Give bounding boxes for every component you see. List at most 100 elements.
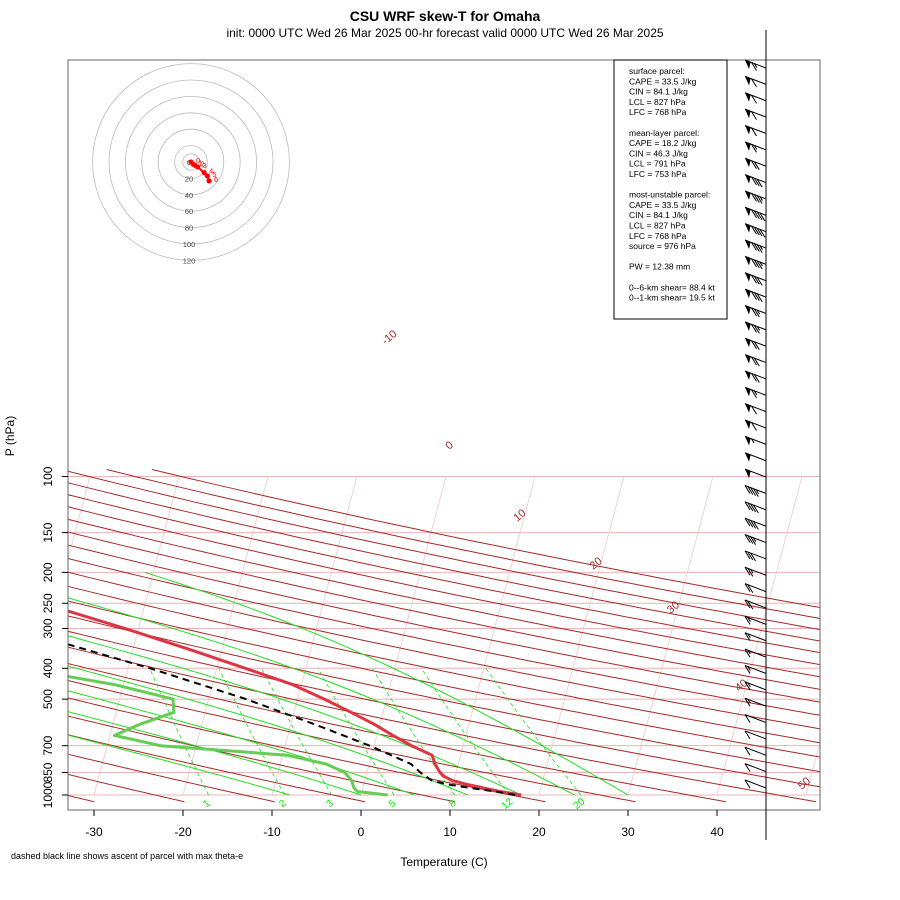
wind-barb-flag	[745, 321, 751, 331]
wind-barb-half-feather	[753, 390, 758, 396]
mixing-ratio-label: 8	[447, 798, 459, 810]
hodograph-point-label: 3	[203, 161, 207, 170]
wind-barb-shaft	[744, 141, 767, 151]
hodograph-ring-label: 120	[183, 256, 196, 265]
mixing-ratio-line	[421, 668, 510, 796]
wind-barb-flag	[745, 452, 751, 462]
temperature-tick-label: 0	[358, 825, 365, 839]
wind-barb-feather	[751, 176, 757, 186]
hodograph-point	[201, 170, 207, 176]
mixing-ratio-label: 1	[201, 798, 213, 810]
hodograph-ring-label: 40	[185, 191, 193, 200]
dry-adiabat	[68, 697, 546, 803]
wind-barb-feather	[744, 681, 751, 691]
hodograph-ring	[182, 153, 200, 171]
pressure-tick-label: 250	[41, 593, 55, 613]
parcel-info-line: LCL = 791 hPa	[629, 159, 686, 169]
hodograph-ring	[174, 145, 208, 179]
isotherm-line	[627, 476, 714, 796]
y-axis-label: P (hPa)	[3, 416, 17, 456]
wind-barb-feather	[751, 78, 757, 88]
wind-barb-flag	[745, 92, 751, 102]
pressure-tick-label: 150	[41, 522, 55, 542]
parcel-info-line: source = 976 hPa	[629, 241, 696, 251]
wind-barb-feather	[751, 144, 757, 153]
hodograph-point-label: 0	[196, 156, 200, 165]
wind-barb	[744, 108, 767, 120]
temperature-tick-label: -20	[174, 825, 192, 839]
chart-subtitle: init: 0000 UTC Wed 26 Mar 2025 00-hr for…	[226, 26, 663, 40]
temperature-tick-label: 10	[443, 825, 457, 839]
wind-barbs	[744, 59, 767, 789]
temperature-tick-label: 20	[532, 825, 546, 839]
hodograph: 0204060801001200123456	[92, 62, 290, 265]
hodograph-point-label: 6	[214, 175, 218, 184]
wind-barb	[744, 697, 767, 707]
wind-barb	[744, 337, 767, 351]
wind-barb-half-feather	[747, 633, 751, 639]
wind-barb-feather	[756, 211, 763, 221]
wind-barb	[744, 517, 767, 530]
parcel-info-line: CAPE = 33.5 J/kg	[629, 200, 697, 210]
wind-barb-feather	[756, 178, 763, 188]
wind-barb-feather	[750, 487, 757, 496]
wind-barb	[744, 206, 767, 222]
wind-barb	[744, 174, 767, 188]
mixing-ratio-label: 2	[277, 798, 289, 810]
wind-barb	[744, 272, 767, 286]
wind-barb-feather	[753, 276, 760, 285]
isotherm-label: -10	[380, 328, 400, 347]
grid-layer	[68, 469, 900, 803]
moist-adiabat	[68, 734, 290, 796]
wind-barb	[744, 534, 767, 545]
moist-adiabat	[68, 597, 575, 796]
wind-barb-feather	[756, 227, 763, 237]
wind-barb	[744, 370, 767, 383]
wind-barb-feather	[751, 274, 757, 284]
wind-barb-feather	[751, 307, 757, 317]
wind-barb-half-feather	[750, 569, 754, 574]
wind-barb	[744, 746, 767, 756]
wind-barb-feather	[744, 567, 751, 576]
wind-barb-feather	[744, 779, 751, 789]
hodograph-ring	[92, 63, 290, 261]
mixing-ratio-label: 12	[500, 796, 516, 812]
wind-barb	[744, 141, 767, 153]
isotherm-line	[68, 476, 91, 561]
wind-barb-flag	[745, 60, 751, 69]
parcel-info-line: LCL = 827 hPa	[629, 221, 686, 231]
wind-barb	[744, 648, 767, 658]
wind-barb-flag	[745, 272, 751, 282]
wind-barb	[744, 223, 767, 238]
wind-barb-shaft	[744, 779, 767, 789]
mixing-ratio-line	[218, 668, 285, 796]
moist-adiabat	[68, 711, 362, 796]
hodograph-ring-label: 20	[185, 174, 193, 183]
plot-frame	[67, 59, 821, 811]
parcel-info-line: LFC = 768 hPa	[629, 107, 687, 117]
wind-barb-feather	[751, 209, 757, 219]
wind-barb-feather	[744, 534, 751, 543]
wind-barb-feather	[756, 195, 763, 204]
wind-barb	[744, 452, 767, 462]
parcel-info-line: 0--1-km shear= 19.5 kt	[629, 293, 715, 303]
wind-barb-feather	[751, 62, 757, 71]
wind-barb-flag	[745, 403, 751, 413]
wind-barb-half-feather	[759, 261, 763, 267]
dry-adiabat	[68, 571, 820, 730]
hodograph-ring-label: 80	[185, 224, 193, 233]
pressure-tick-label: 1000	[41, 781, 55, 808]
wind-barb-feather	[750, 552, 757, 562]
wind-barb	[744, 714, 767, 724]
wind-barb	[744, 75, 767, 88]
isotherm-line	[895, 477, 900, 795]
wind-barb-shaft	[744, 730, 767, 740]
wind-barb-feather	[747, 584, 754, 593]
wind-barb-flag	[745, 174, 751, 184]
wind-barb	[744, 664, 767, 674]
wind-barb-feather	[756, 277, 763, 286]
parcel-info-line: LFC = 768 hPa	[629, 231, 687, 241]
wind-barb-feather	[744, 763, 751, 772]
wind-barb-feather	[756, 293, 763, 302]
